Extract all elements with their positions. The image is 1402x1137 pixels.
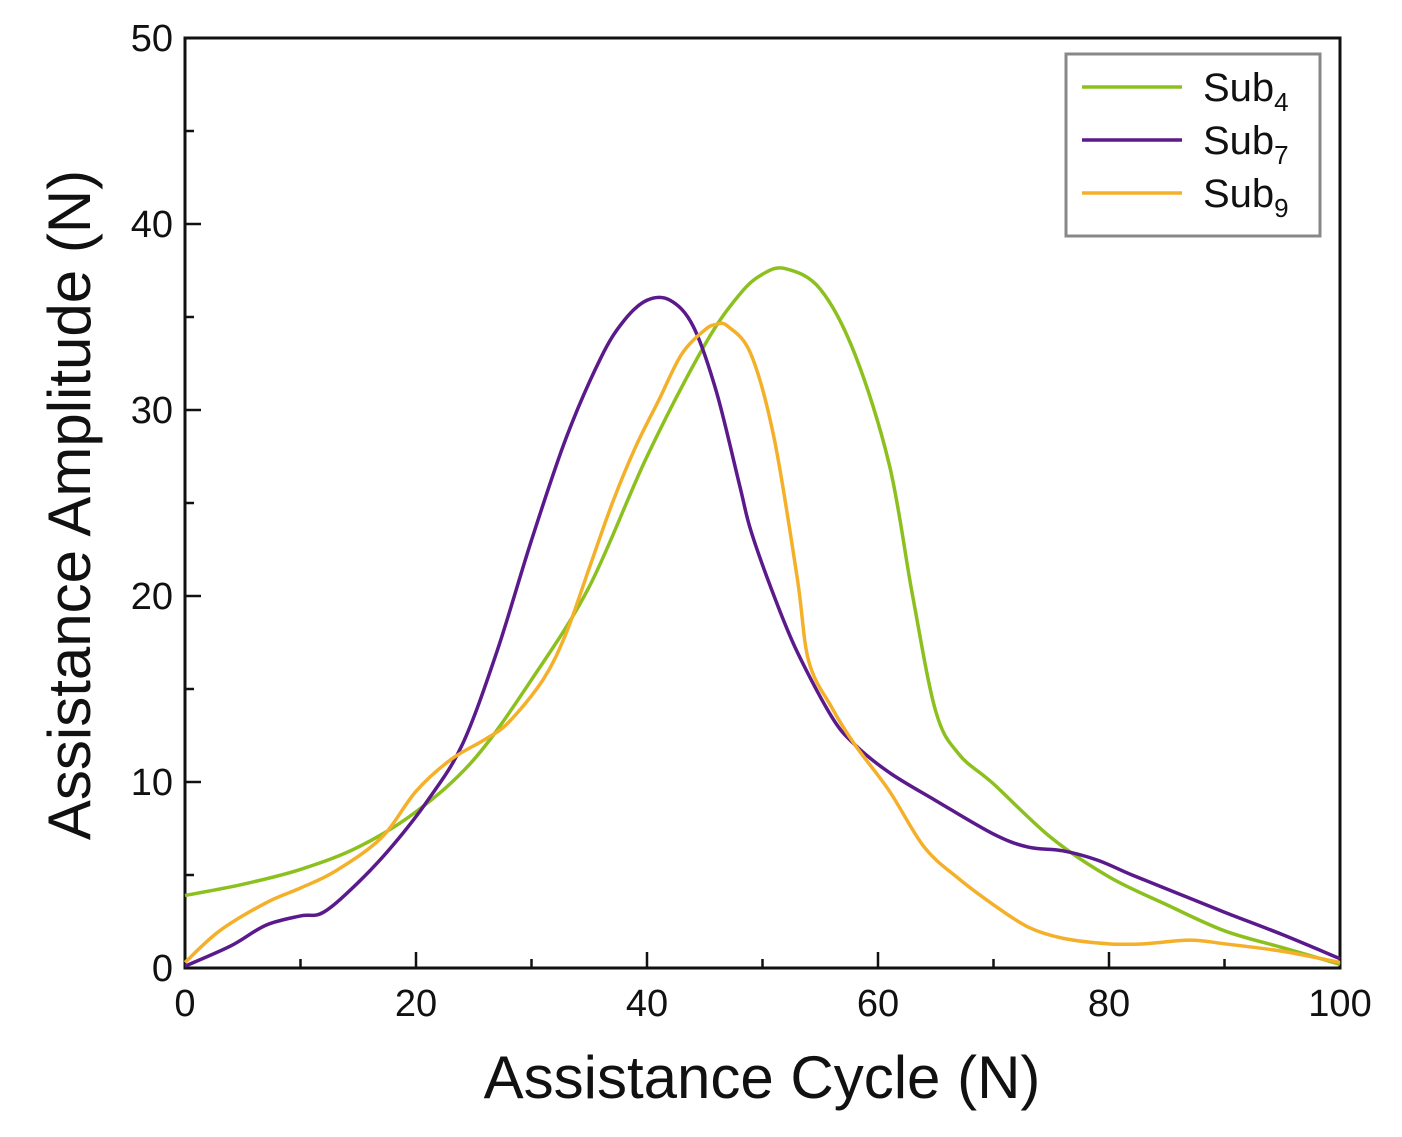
x-tick-label: 80 [1088,983,1130,1025]
y-tick-label: 0 [152,948,173,990]
legend-label: Sub9 [1203,172,1289,223]
y-tick-label: 40 [131,204,173,246]
legend-box [1064,52,1322,238]
legend-label: Sub4 [1203,66,1289,117]
y-tick-label: 20 [131,576,173,618]
y-tick-label: 50 [131,18,173,60]
series-layer [183,266,1341,968]
x-tick-label: 100 [1308,983,1371,1025]
x-tick-label: 40 [626,983,668,1025]
series-line-sub7 [184,295,1341,968]
x-tick-label: 20 [395,983,437,1025]
series-line-sub4 [184,266,1341,966]
series-line-sub9 [183,321,1341,965]
x-tick-label: 0 [174,983,195,1025]
y-tick-label: 10 [131,762,173,804]
y-axis-title: Assistance Amplitude (N) [36,170,103,840]
y-tick-label: 30 [131,390,173,432]
axes: 0 20 40 60 80 100 0 10 20 30 40 50 [131,18,1372,1025]
legend-label: Sub7 [1203,119,1289,170]
x-axis-title: Assistance Cycle (N) [484,1044,1041,1111]
x-tick-label: 60 [857,983,899,1025]
